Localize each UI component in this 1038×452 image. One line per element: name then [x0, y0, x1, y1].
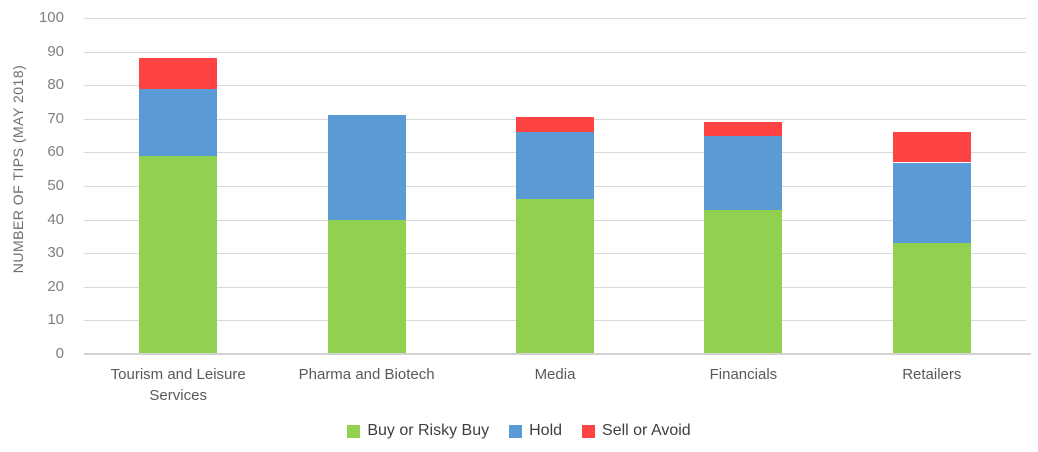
bar-segment — [892, 162, 971, 244]
category-label: Tourism and Leisure Services — [110, 366, 246, 404]
legend-swatch-icon — [582, 424, 596, 438]
bar-4 — [704, 18, 783, 354]
legend-item: Hold — [509, 422, 562, 440]
category-label: Pharma and Biotech — [298, 366, 435, 383]
bar-2 — [327, 18, 406, 354]
bar-segment — [516, 199, 594, 354]
y-axis-title: NUMBER OF TIPS (MAY 2018) — [10, 64, 26, 274]
bar-segment — [139, 58, 218, 89]
y-tick-label: 80 — [47, 76, 64, 94]
y-tick-label: 0 — [55, 345, 64, 362]
x-axis-line — [84, 353, 1031, 355]
y-tick-label: 100 — [38, 9, 64, 26]
y-tick-label: 50 — [47, 177, 64, 194]
bar-3 — [516, 18, 594, 354]
bar-segment — [327, 115, 406, 220]
legend-swatch-icon — [347, 424, 361, 438]
legend-item: Sell or Avoid — [582, 422, 691, 440]
y-tick-label: 20 — [47, 277, 64, 295]
legend-label: Hold — [529, 422, 563, 439]
bar-segment — [892, 243, 971, 354]
bar-segment — [704, 122, 783, 136]
category-label: Financials — [709, 366, 778, 383]
category-label: Media — [534, 366, 576, 383]
legend-item: Buy or Risky Buy — [347, 422, 489, 440]
legend-swatch-icon — [509, 424, 523, 438]
bar-segment — [516, 117, 594, 133]
bar-segment — [704, 209, 783, 354]
gridline-80 — [84, 85, 1026, 87]
legend: Buy or Risky Buy Hold Sell or Avoid — [0, 422, 1038, 440]
legend-label: Sell or Avoid — [602, 422, 691, 439]
y-tick-label: 90 — [47, 42, 64, 60]
bar-segment — [327, 219, 406, 354]
gridline-90 — [84, 51, 1026, 53]
bar-segment — [516, 132, 594, 200]
y-tick-label: 10 — [47, 311, 64, 329]
legend-label: Buy or Risky Buy — [367, 422, 490, 439]
bar-segment — [139, 155, 218, 354]
y-tick-label: 70 — [47, 109, 64, 127]
bar-segment — [704, 135, 783, 210]
plot-area — [84, 18, 1026, 354]
gridline-100 — [84, 18, 1026, 19]
y-tick-label: 40 — [47, 210, 64, 228]
y-tick-label: 30 — [47, 244, 64, 262]
bar-1 — [139, 18, 218, 354]
category-label: Retailers — [902, 366, 962, 383]
bar-5 — [892, 18, 971, 354]
bar-segment — [139, 88, 218, 156]
bar-segment — [892, 132, 971, 163]
y-tick-label: 60 — [47, 143, 64, 161]
